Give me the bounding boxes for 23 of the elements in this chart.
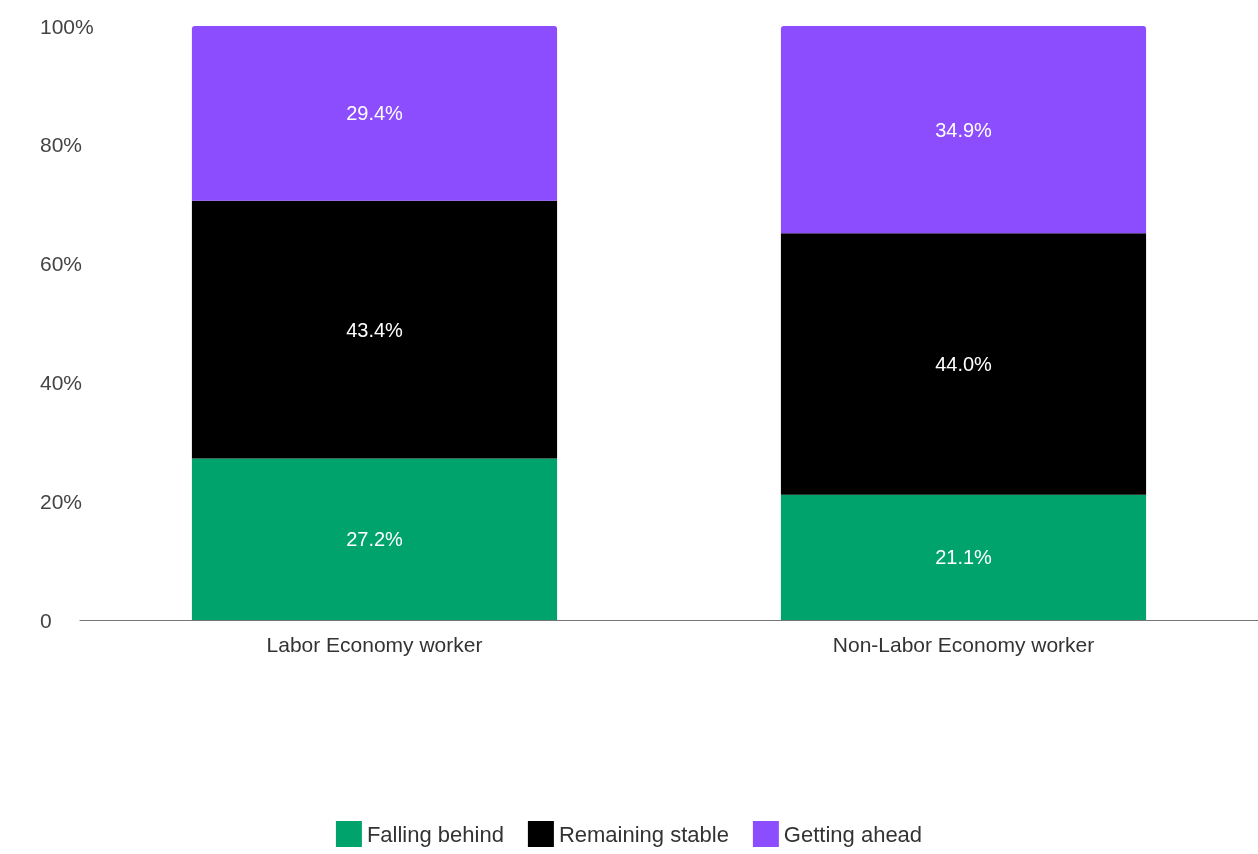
data-label: 44.0% bbox=[935, 352, 993, 375]
data-label: 21.1% bbox=[935, 546, 993, 569]
y-tick-label: 40% bbox=[40, 370, 83, 394]
legend-label: Remaining stable bbox=[558, 821, 729, 847]
y-tick-label: 60% bbox=[40, 252, 83, 276]
y-tick-label: 80% bbox=[40, 133, 83, 157]
data-label: 34.9% bbox=[935, 118, 993, 141]
legend-label: Getting ahead bbox=[783, 821, 923, 847]
bar bbox=[191, 200, 558, 459]
bar bbox=[191, 458, 558, 620]
data-label: 29.4% bbox=[346, 102, 404, 125]
data-label: 27.2% bbox=[346, 528, 404, 551]
bar bbox=[780, 26, 1147, 234]
y-tick-label: 100% bbox=[40, 14, 94, 38]
y-tick-label: 0 bbox=[40, 608, 52, 632]
bar bbox=[780, 233, 1147, 495]
y-tick-label: 20% bbox=[40, 489, 83, 513]
x-tick-label: Labor Economy worker bbox=[266, 633, 483, 656]
x-tick-label: Non-Labor Economy worker bbox=[832, 633, 1095, 656]
legend-label: Falling behind bbox=[366, 821, 504, 847]
bar bbox=[191, 26, 558, 201]
bar bbox=[780, 494, 1147, 620]
data-label: 43.4% bbox=[346, 318, 404, 341]
